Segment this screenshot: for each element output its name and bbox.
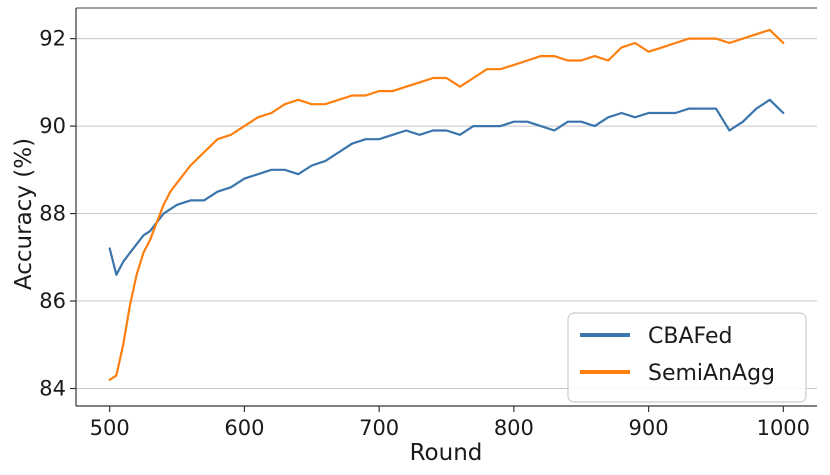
x-tick-label-1000: 1000 [757,416,810,440]
y-tick-label-86: 86 [39,289,66,313]
x-tick-label-900: 900 [629,416,669,440]
series-line-semianagg [108,28,785,381]
x-tick-label-700: 700 [359,416,399,440]
legend: CBAFed SemiAnAgg [567,312,807,403]
y-tick-label-92: 92 [39,27,66,51]
x-tick-label-500: 500 [90,416,130,440]
x-tick-label-600: 600 [224,416,264,440]
y-tick-label-88: 88 [39,202,66,226]
y-tick-label-84: 84 [39,377,66,401]
y-axis-title: Accuracy (%) [11,138,37,290]
legend-label-semianagg: SemiAnAgg [648,361,775,386]
legend-label-cbafed: CBAFed [648,324,732,349]
x-tick-label-800: 800 [494,416,534,440]
tick-labels: 84 86 88 90 92 500 600 700 800 900 1000 [39,27,810,440]
y-tick-label-90: 90 [39,114,66,138]
series-lines [108,28,785,381]
x-axis-title: Round [410,440,483,466]
axes [70,7,817,412]
series-line-cbafed [108,98,785,276]
